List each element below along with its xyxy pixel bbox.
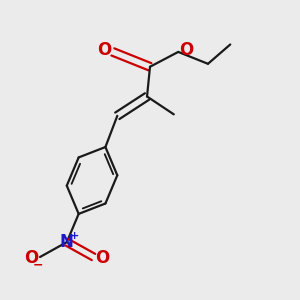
Text: +: + — [70, 231, 79, 241]
Text: O: O — [179, 40, 194, 58]
Text: −: − — [32, 259, 43, 272]
Text: O: O — [98, 40, 112, 58]
Text: O: O — [95, 250, 109, 268]
Text: N: N — [60, 233, 74, 251]
Text: O: O — [25, 250, 39, 268]
